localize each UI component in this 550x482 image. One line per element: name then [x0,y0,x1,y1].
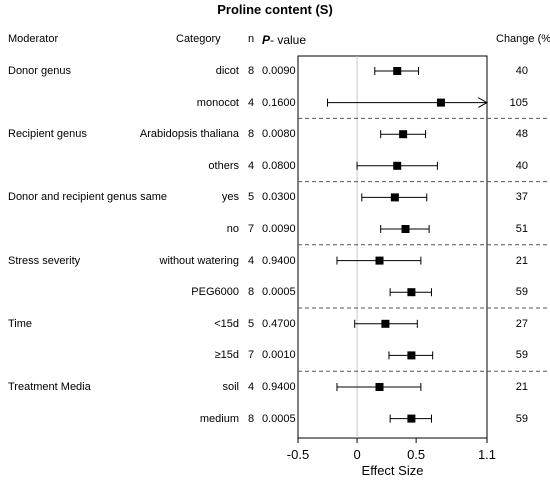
effect-point [407,288,416,297]
p-value: 0.0005 [262,412,296,425]
p-value: 0.0080 [262,128,296,141]
category-label: PEG6000 [191,286,239,299]
change-value: 59 [515,286,528,299]
effect-point [375,383,384,391]
n-value: 4 [248,96,255,109]
n-value: 4 [248,159,255,172]
p-value: 0.0090 [262,223,296,235]
effect-point [393,67,402,75]
chart-title: Proline content (S) [217,2,333,17]
effect-point [390,193,399,202]
effect-point [375,256,384,265]
effect-point [407,351,416,360]
p-value: 0.9400 [262,254,296,267]
effect-point [393,161,402,170]
x-tick-label: 0.5 [407,447,425,462]
category-label: yes [221,191,239,204]
category-label: medium [199,412,239,425]
header-p-letter: P [262,33,271,47]
category-label: without watering [159,254,240,267]
category-label: Arabidopsis thaliana [139,128,239,141]
p-value: 0.0005 [262,286,296,299]
effect-point [436,98,445,107]
moderator-label: Donor and recipient genus same [8,191,167,204]
header-change: Change (%) [496,33,550,45]
category-label: dicot [215,65,239,77]
change-value: 59 [515,412,528,425]
moderator-label: Donor genus [8,65,71,77]
change-value: 21 [515,254,528,267]
change-value: 37 [515,191,528,204]
change-value: 51 [515,223,528,235]
change-value: 59 [515,349,528,362]
change-value: 48 [515,128,528,141]
effect-point [407,414,416,423]
n-value: 4 [248,381,255,393]
category-label: no [226,223,239,235]
p-value: 0.1600 [262,96,296,109]
n-value: 4 [248,254,255,267]
moderator-label: Recipient genus [8,128,87,141]
header-n: n [248,33,255,45]
n-value: 8 [248,128,255,141]
n-value: 8 [248,412,255,425]
p-value: 0.0010 [262,349,296,362]
effect-point [399,130,408,139]
p-value: 0.0300 [262,191,296,204]
effect-point [401,225,410,233]
moderator-label: Time [8,317,33,330]
p-value: 0.9400 [262,381,296,393]
x-tick-label: 1.1 [478,447,496,462]
header-moderator: Moderator [8,33,59,45]
category-label: monocot [196,96,239,109]
x-tick-label: 0 [353,447,360,462]
n-value: 5 [248,191,255,204]
change-value: 105 [509,96,528,109]
category-label: ≥15d [214,349,239,362]
n-value: 7 [248,223,255,235]
p-value: 0.0800 [262,159,296,172]
n-value: 5 [248,317,255,330]
n-value: 8 [248,65,255,77]
change-value: 40 [515,159,528,172]
header-p-suffix: - value [270,33,307,47]
effect-point [381,319,390,328]
category-label: <15d [214,317,239,330]
x-axis-label: Effect Size [362,463,424,478]
category-label: soil [222,381,239,393]
n-value: 7 [248,349,255,362]
moderator-label: Treatment Media [8,381,91,393]
change-value: 27 [515,317,528,330]
category-label: others [208,159,239,172]
header-category: Category [176,33,221,45]
p-value: 0.0090 [262,65,296,77]
moderator-label: Stress severity [8,254,81,267]
change-value: 21 [515,381,528,393]
change-value: 40 [515,65,528,77]
header-p-value: P- value [262,33,306,47]
plot-frame [297,55,488,439]
x-tick-label: -0.5 [287,447,309,462]
n-value: 8 [248,286,255,299]
p-value: 0.4700 [262,317,296,330]
